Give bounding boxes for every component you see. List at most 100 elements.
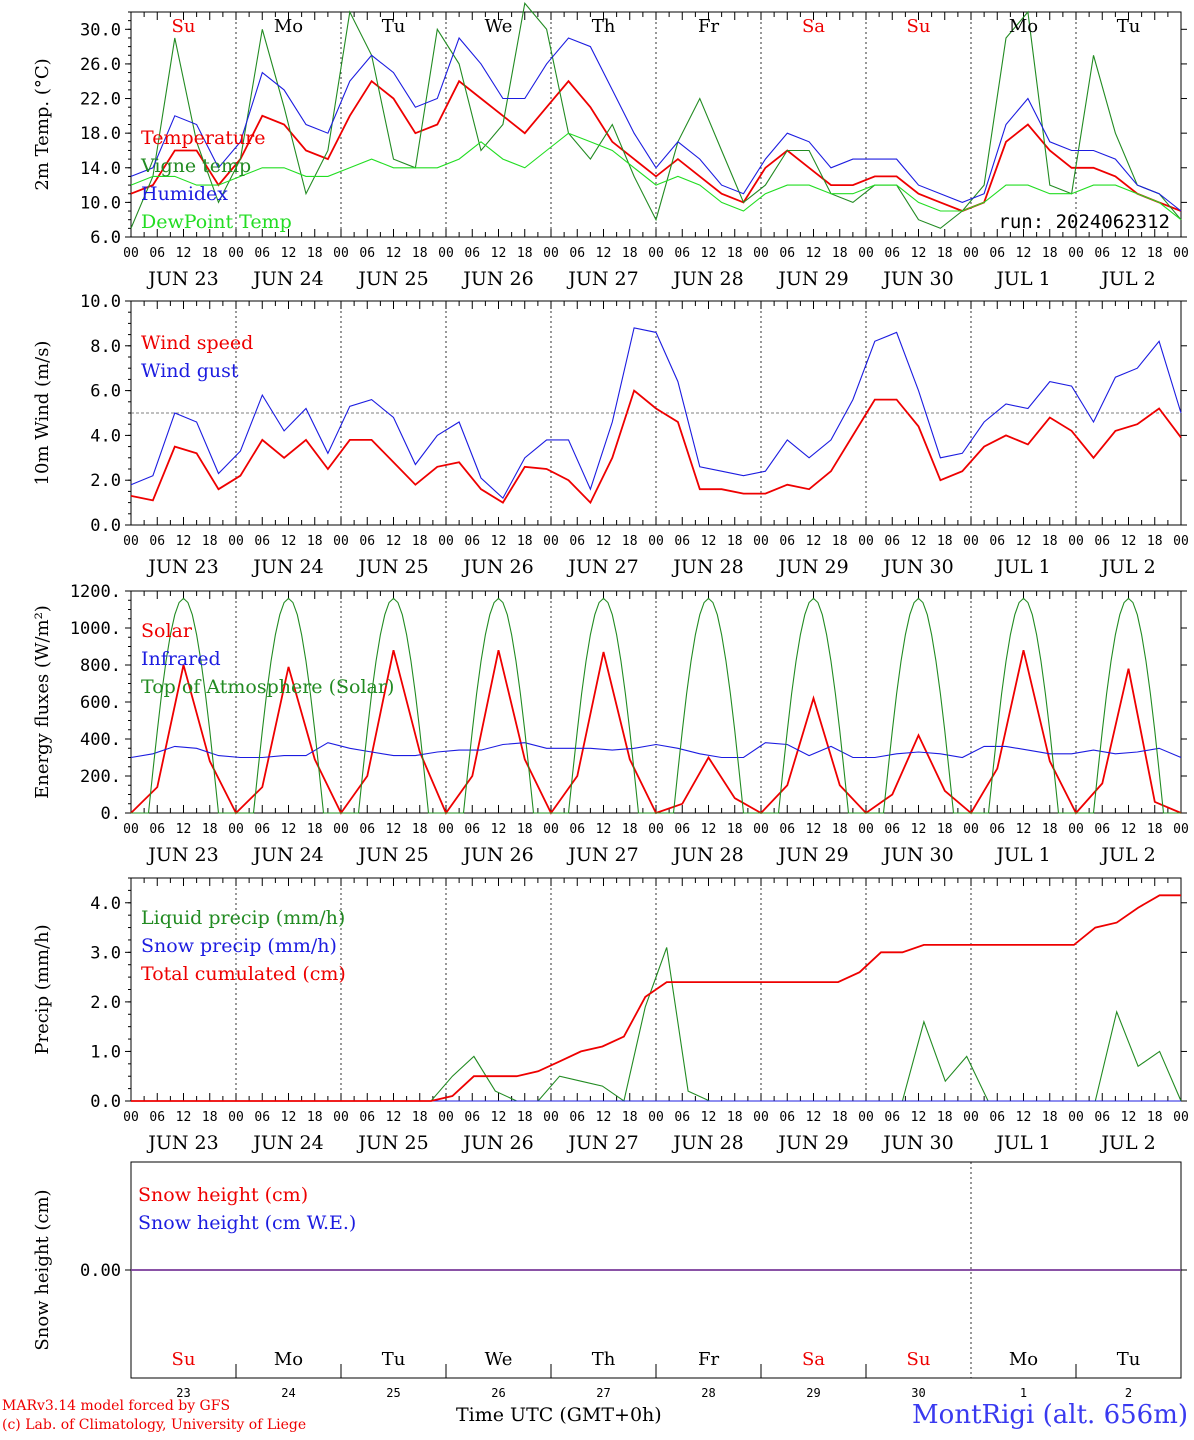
legend-entry: Solar [141,620,193,642]
hour-label: 06 [674,822,690,837]
hour-label: 12 [701,534,717,549]
hour-label: 12 [491,534,507,549]
hour-label: 18 [832,534,848,549]
hour-label: 18 [1042,246,1058,261]
y-tick-label: 10.0 [80,292,121,312]
hour-label: 12 [1016,1110,1032,1125]
hour-label: 12 [1121,246,1137,261]
hour-label: 06 [569,822,585,837]
hour-label: 06 [149,1110,165,1125]
hour-label: 00 [1068,822,1084,837]
hour-label: 00 [123,246,139,261]
hour-label: 12 [281,822,297,837]
hour-label: 18 [412,1110,428,1125]
hour-label: 06 [359,534,375,549]
hour-label: 06 [464,1110,480,1125]
y-tick-label: 600. [80,693,121,713]
legend-entry: Top of Atmosphere (Solar) [141,676,394,698]
hour-label: 06 [884,1110,900,1125]
hour-label: 12 [1121,822,1137,837]
legend-entry: Wind speed [141,332,253,354]
day-name: Fr [698,16,719,37]
hour-label: 12 [596,246,612,261]
hour-label: 18 [1042,534,1058,549]
hour-label: 00 [858,534,874,549]
hour-label: 18 [412,534,428,549]
hour-label: 18 [307,822,323,837]
date-label: JUL 2 [1099,556,1155,578]
hour-label: 18 [517,822,533,837]
day-name: Tu [1117,1349,1141,1370]
hour-label: 12 [596,822,612,837]
hour-label: 00 [438,1110,454,1125]
date-label: JUN 29 [776,556,848,578]
hour-label: 00 [753,822,769,837]
hour-label: 06 [674,1110,690,1125]
hour-label: 06 [464,246,480,261]
hour-label: 00 [123,534,139,549]
day-name: Th [592,1349,616,1370]
date-label: JUL 1 [994,844,1050,866]
y-tick-label: 800. [80,656,121,676]
hour-label: 06 [254,534,270,549]
date-label: JUN 30 [881,844,953,866]
y-tick-label: 3.0 [90,943,121,963]
hour-label: 12 [386,246,402,261]
hour-label: 00 [753,534,769,549]
date-label: JUN 28 [671,268,743,290]
y-tick-label: 0.0 [90,1092,121,1112]
hour-label: 06 [884,822,900,837]
y-tick-label: 0. [101,804,121,824]
day-number: 26 [491,1386,505,1400]
hour-label: 00 [543,534,559,549]
hour-label: 12 [1016,246,1032,261]
hour-label: 00 [1068,1110,1084,1125]
series-total-cumulated-cm [131,894,1181,1102]
time-axis-label: Time UTC (GMT+0h) [456,1404,662,1426]
hour-label: 06 [464,534,480,549]
day-number: 2 [1125,1386,1132,1400]
hour-label: 06 [989,246,1005,261]
hour-label: 06 [149,534,165,549]
hour-label: 12 [1016,822,1032,837]
date-label: JUN 27 [566,556,638,578]
date-label: JUN 26 [461,268,533,290]
y-tick-label: 200. [80,767,121,787]
y-tick-label: 0.00 [80,1261,121,1281]
hour-label: 00 [123,1110,139,1125]
hour-label: 06 [254,246,270,261]
hour-label: 06 [569,534,585,549]
legend-entry: Total cumulated (cm) [141,963,346,985]
hour-label: 18 [622,246,638,261]
date-label: JUL 2 [1099,844,1155,866]
hour-label: 00 [648,246,664,261]
hour-label: 18 [937,822,953,837]
hour-label: 12 [281,534,297,549]
hour-label: 12 [386,1110,402,1125]
hour-label: 00 [648,822,664,837]
hour-label: 06 [464,822,480,837]
y-tick-label: 6.0 [90,228,121,248]
hour-label: 00 [648,1110,664,1125]
hour-label: 18 [937,1110,953,1125]
hour-label: 12 [386,534,402,549]
hour-label: 18 [937,534,953,549]
hour-label: 18 [517,534,533,549]
hour-label: 12 [911,246,927,261]
hour-label: 06 [359,246,375,261]
hour-label: 00 [963,1110,979,1125]
y-axis-label: Energy fluxes (W/m²) [32,605,53,799]
date-label: JUN 25 [356,1132,428,1154]
date-label: JUL 1 [994,556,1050,578]
date-label: JUN 24 [251,1132,323,1154]
hour-label: 00 [228,534,244,549]
date-label: JUN 25 [356,844,428,866]
y-axis-label: 10m Wind (m/s) [32,341,53,486]
date-label: JUL 2 [1099,268,1155,290]
y-tick-label: 4.0 [90,894,121,914]
day-number: 25 [386,1386,400,1400]
date-label: JUN 28 [671,844,743,866]
y-axis-label: 2m Temp. (°C) [32,58,53,190]
y-tick-label: 26.0 [80,55,121,75]
